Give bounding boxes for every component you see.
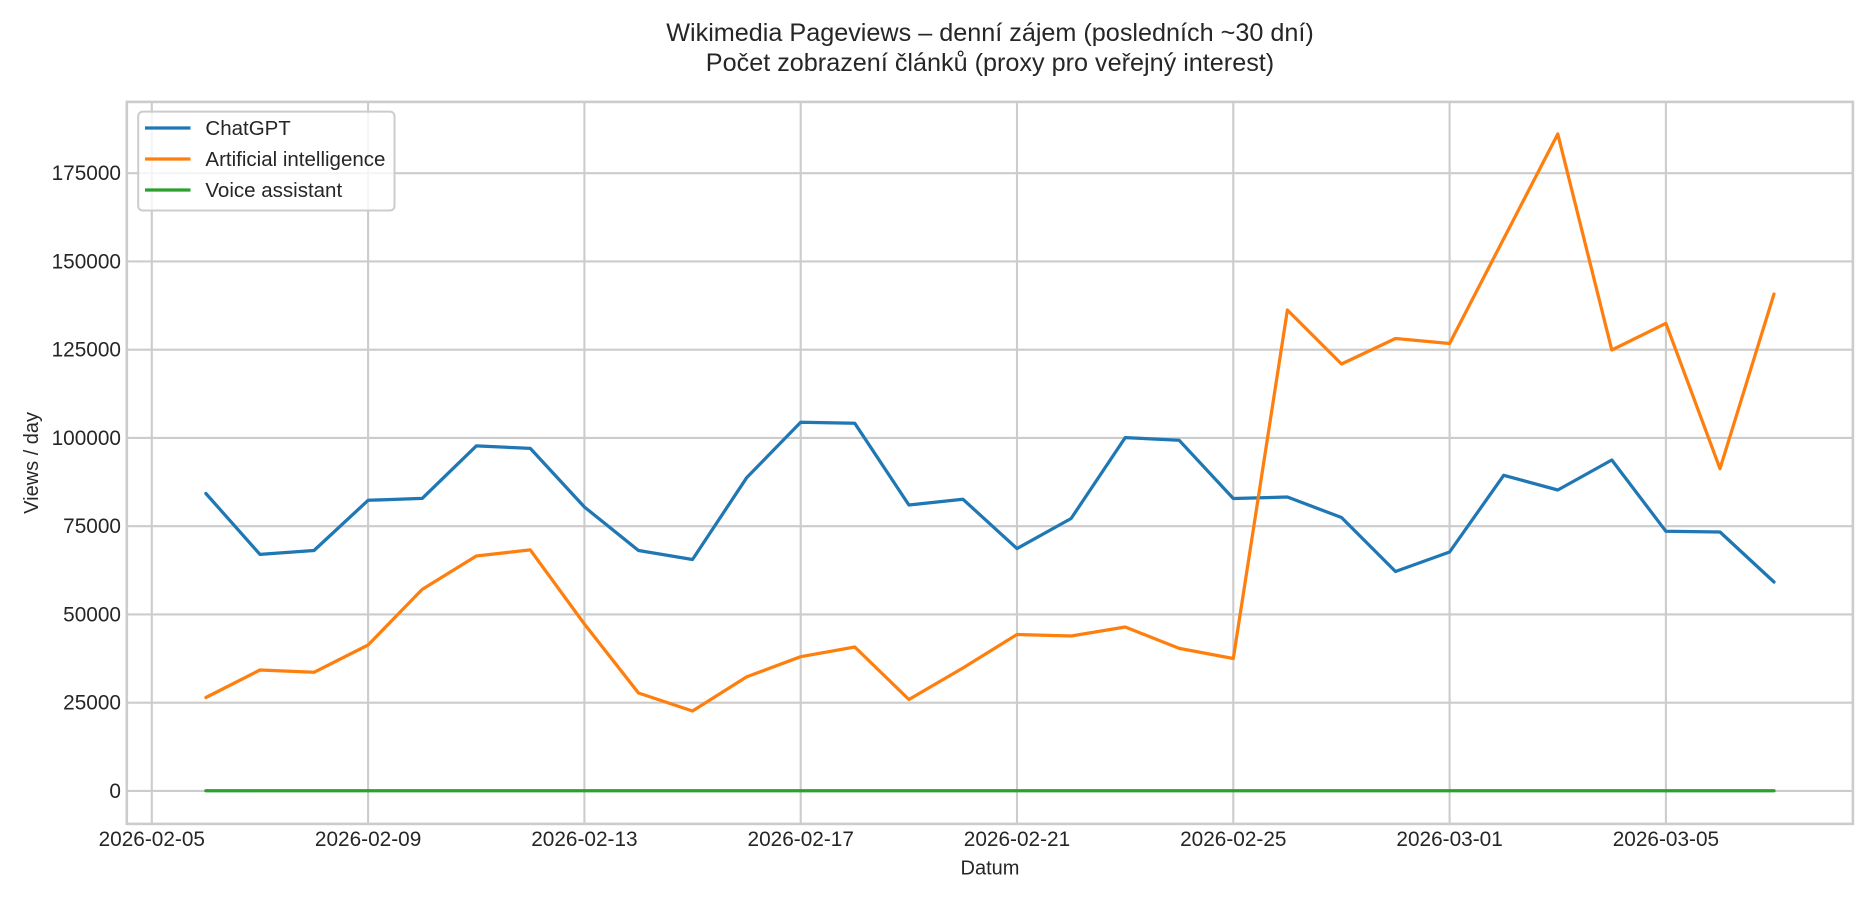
svg-text:150000: 150000: [52, 250, 121, 273]
svg-text:2026-03-05: 2026-03-05: [1613, 828, 1719, 851]
svg-text:2026-02-17: 2026-02-17: [748, 828, 854, 851]
svg-text:Voice assistant: Voice assistant: [205, 179, 342, 202]
svg-text:Views / day: Views / day: [21, 412, 43, 514]
svg-text:Wikimedia Pageviews – denní zá: Wikimedia Pageviews – denní zájem (posle…: [666, 19, 1314, 47]
svg-text:25000: 25000: [63, 692, 121, 715]
svg-text:Datum: Datum: [961, 858, 1020, 880]
svg-text:125000: 125000: [52, 339, 121, 362]
svg-text:0: 0: [109, 780, 121, 803]
svg-text:2026-02-09: 2026-02-09: [315, 828, 421, 851]
svg-text:50000: 50000: [63, 603, 121, 626]
svg-text:ChatGPT: ChatGPT: [205, 117, 291, 140]
svg-text:175000: 175000: [52, 162, 121, 185]
svg-text:Počet zobrazení článků (proxy: Počet zobrazení článků (proxy pro veřejn…: [706, 49, 1274, 77]
svg-text:100000: 100000: [52, 427, 121, 450]
svg-text:2026-02-21: 2026-02-21: [964, 828, 1070, 851]
svg-text:2026-02-05: 2026-02-05: [99, 828, 205, 851]
svg-text:2026-02-25: 2026-02-25: [1180, 828, 1286, 851]
svg-text:Artificial intelligence: Artificial intelligence: [205, 148, 385, 171]
svg-text:75000: 75000: [63, 515, 121, 538]
svg-text:2026-03-01: 2026-03-01: [1396, 828, 1502, 851]
svg-text:2026-02-13: 2026-02-13: [531, 828, 637, 851]
